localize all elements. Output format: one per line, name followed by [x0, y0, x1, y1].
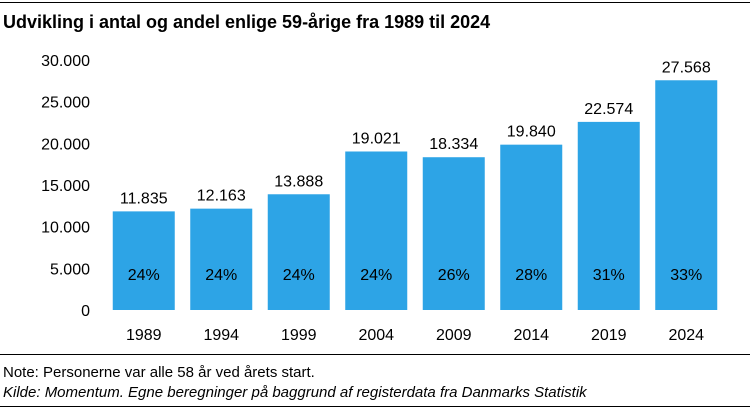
y-tick-label: 25.000	[41, 95, 90, 112]
bar-share-label: 24%	[128, 267, 160, 284]
bar-value-label: 22.574	[584, 101, 633, 118]
y-tick-label: 5.000	[50, 261, 90, 278]
x-tick-label: 2019	[591, 327, 627, 344]
bar-value-label: 11.835	[120, 190, 168, 207]
bar	[500, 144, 563, 310]
x-tick-label: 2024	[668, 327, 704, 344]
y-tick-label: 30.000	[41, 53, 90, 70]
y-tick-label: 0	[81, 303, 90, 320]
bar-share-label: 33%	[670, 267, 702, 284]
bar-share-label: 24%	[205, 267, 237, 284]
top-rule	[0, 2, 750, 3]
bar-share-label: 26%	[438, 267, 470, 284]
y-tick-label: 15.000	[41, 178, 90, 195]
bar	[345, 151, 408, 310]
bar	[422, 157, 485, 310]
x-tick-label: 2004	[358, 327, 394, 344]
x-tick-label: 1994	[203, 327, 239, 344]
bar-value-label: 13.888	[274, 173, 323, 190]
bar-chart: 0 5.000 10.000 15.000 20.000 25.000 30.000 11.8…	[41, 53, 718, 344]
chart-title: Udvikling i antal og andel enlige 59-åri…	[3, 12, 491, 32]
bar-value-label: 18.334	[429, 136, 478, 153]
y-tick-label: 20.000	[41, 136, 90, 153]
bar	[577, 121, 640, 310]
bottom-rule	[0, 354, 750, 355]
x-tick-label: 2014	[513, 327, 549, 344]
y-tick-label: 10.000	[41, 220, 90, 237]
bar	[655, 80, 718, 310]
bar-value-label: 19.840	[507, 124, 556, 141]
x-tick-label: 1989	[126, 327, 162, 344]
bar	[112, 211, 175, 310]
bar-share-label: 24%	[360, 267, 392, 284]
bar-share-label: 31%	[593, 267, 625, 284]
bar-value-label: 12.163	[197, 188, 246, 205]
bar-share-label: 28%	[515, 267, 547, 284]
x-tick-label: 2009	[436, 327, 472, 344]
bar-value-label: 27.568	[662, 59, 711, 76]
chart-source: Kilde: Momentum. Egne beregninger på bag…	[3, 384, 587, 401]
chart-note: Note: Personerne var alle 58 år ved året…	[3, 364, 315, 381]
bar	[267, 194, 330, 310]
footer-rule	[0, 406, 750, 407]
bar	[190, 208, 253, 310]
bar-value-label: 19.021	[352, 130, 401, 147]
bar-share-label: 24%	[283, 267, 315, 284]
x-tick-label: 1999	[281, 327, 317, 344]
